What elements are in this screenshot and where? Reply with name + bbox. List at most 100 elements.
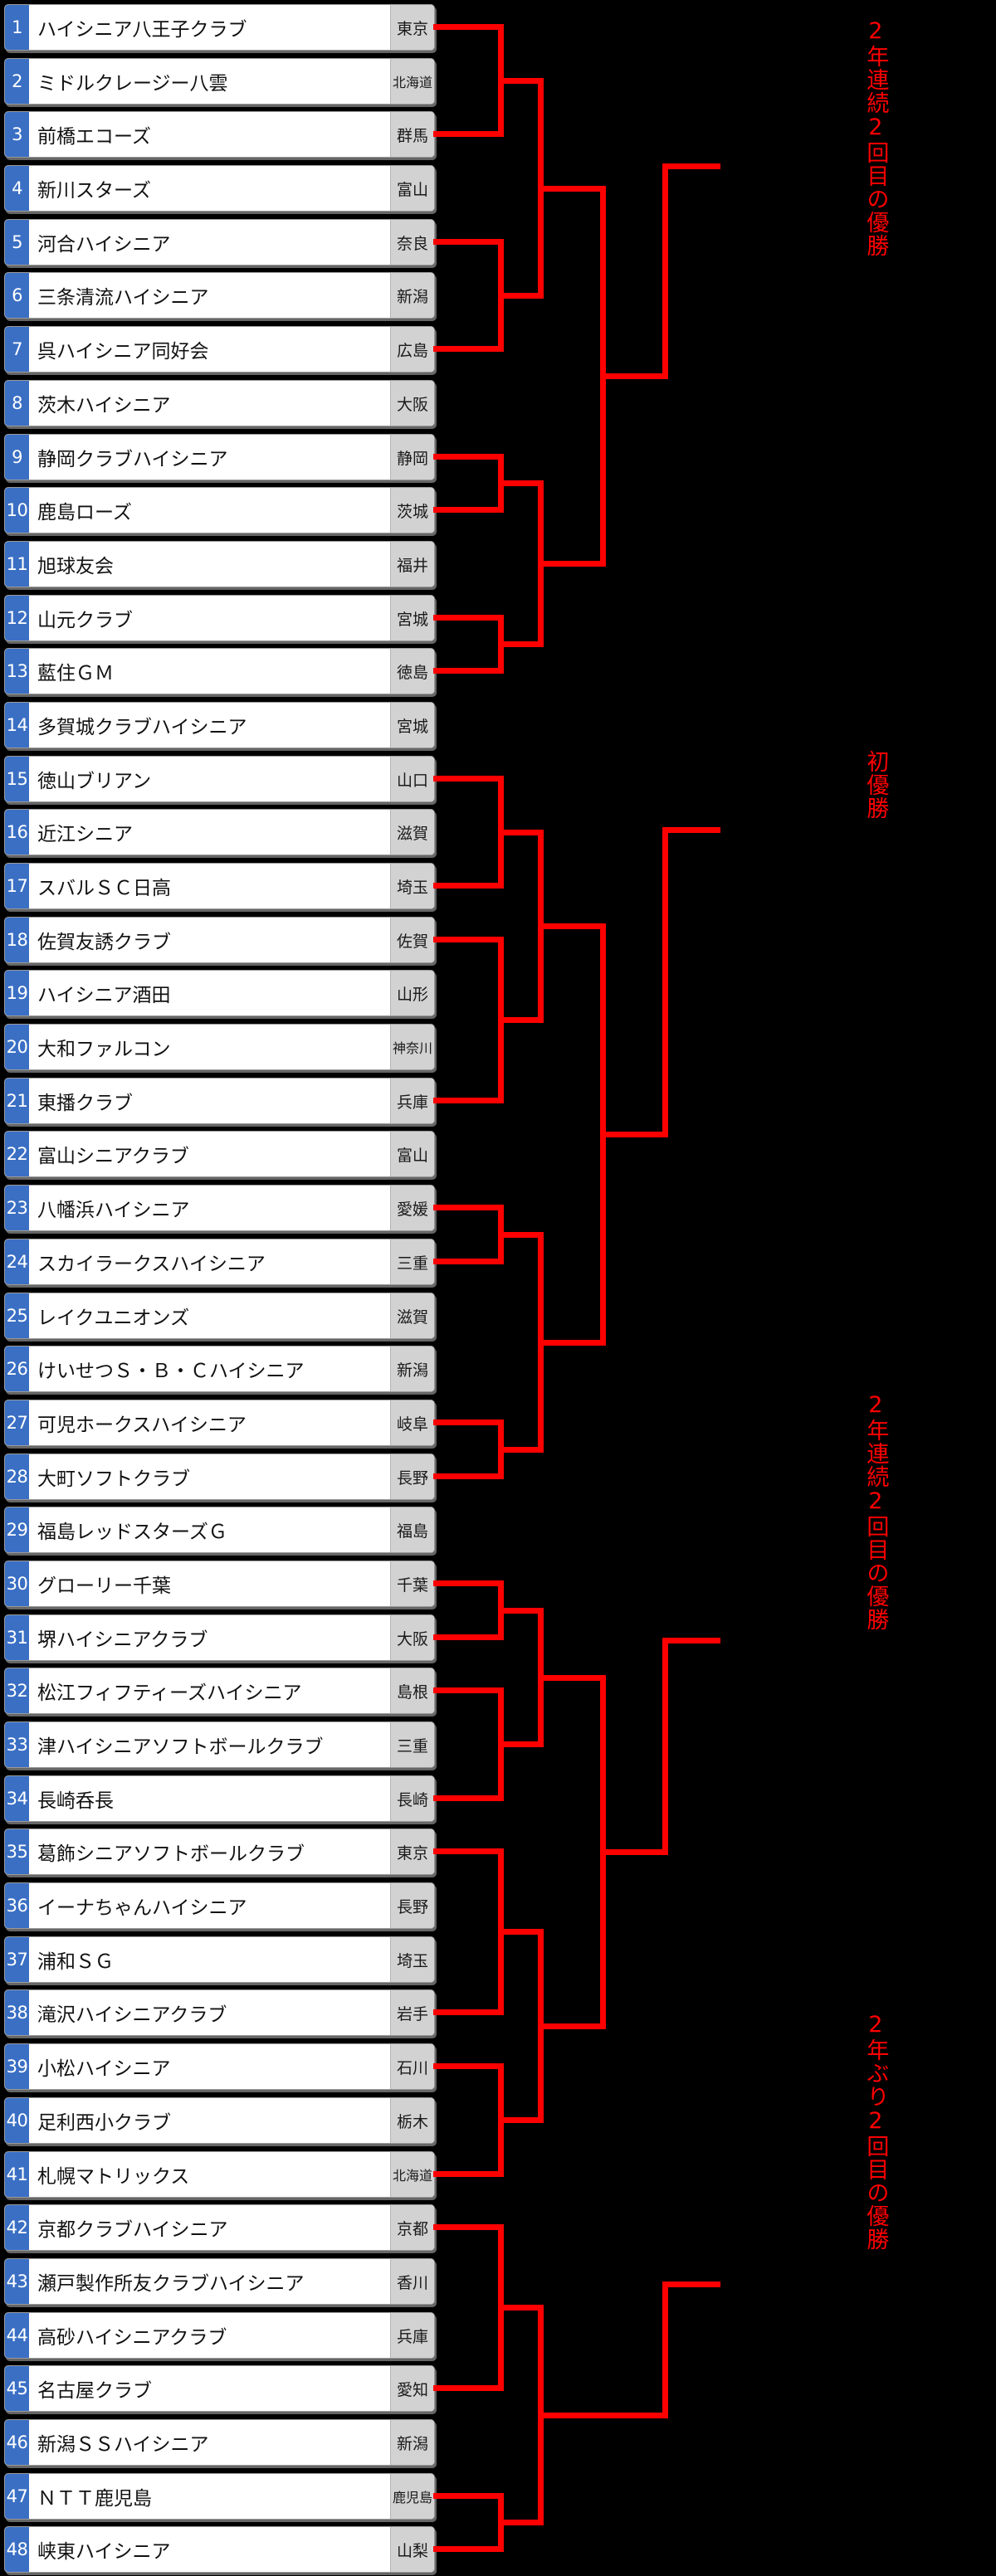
table-row[interactable]: 14 多賀城クラブハイシニア 宮城 bbox=[4, 702, 436, 749]
team-card[interactable]: 41 札幌マトリックス 北海道 bbox=[4, 2151, 435, 2198]
team-card[interactable]: 24 スカイラークスハイシニア 三重 bbox=[4, 1239, 435, 1285]
table-row[interactable]: 15 徳山ブリアン 山口 bbox=[4, 756, 436, 803]
table-row[interactable]: 46 新潟ＳＳハイシニア 新潟 bbox=[4, 2419, 436, 2466]
team-card[interactable]: 6 三条清流ハイシニア 新潟 bbox=[4, 272, 435, 319]
table-row[interactable]: 5 河合ハイシニア 奈良 bbox=[4, 219, 436, 266]
team-card[interactable]: 4 新川スターズ 富山 bbox=[4, 165, 435, 212]
table-row[interactable]: 16 近江シニア 滋賀 bbox=[4, 809, 436, 856]
team-card[interactable]: 1 ハイシニア八王子クラブ 東京 bbox=[4, 4, 435, 51]
table-row[interactable]: 22 富山シニアクラブ 富山 bbox=[4, 1131, 436, 1178]
team-card[interactable]: 20 大和ファルコン 神奈川 bbox=[4, 1024, 435, 1070]
team-card[interactable]: 48 峡東ハイシニア 山梨 bbox=[4, 2526, 435, 2573]
team-card[interactable]: 19 ハイシニア酒田 山形 bbox=[4, 970, 435, 1016]
team-card[interactable]: 45 名古屋クラブ 愛知 bbox=[4, 2365, 435, 2412]
table-row[interactable]: 26 けいせつＳ・Ｂ・Ｃハイシニア 新潟 bbox=[4, 1346, 436, 1393]
table-row[interactable]: 8 茨木ハイシニア 大阪 bbox=[4, 380, 436, 427]
team-card[interactable]: 38 滝沢ハイシニアクラブ 岩手 bbox=[4, 1989, 435, 2036]
table-row[interactable]: 28 大町ソフトクラブ 長野 bbox=[4, 1454, 436, 1501]
team-card[interactable]: 10 鹿島ローズ 茨城 bbox=[4, 487, 435, 533]
team-card[interactable]: 11 旭球友会 福井 bbox=[4, 541, 435, 587]
table-row[interactable]: 29 福島レッドスターズＧ 福島 bbox=[4, 1507, 436, 1554]
team-card[interactable]: 15 徳山ブリアン 山口 bbox=[4, 756, 435, 802]
table-row[interactable]: 11 旭球友会 福井 bbox=[4, 541, 436, 588]
team-card[interactable]: 32 松江フィフティーズハイシニア 島根 bbox=[4, 1668, 435, 1714]
table-row[interactable]: 38 滝沢ハイシニアクラブ 岩手 bbox=[4, 1989, 436, 2037]
prefecture-label: 富山 bbox=[390, 1132, 434, 1176]
team-card[interactable]: 2 ミドルクレージー八雲 北海道 bbox=[4, 58, 435, 105]
table-row[interactable]: 40 足利西小クラブ 栃木 bbox=[4, 2097, 436, 2145]
table-row[interactable]: 41 札幌マトリックス 北海道 bbox=[4, 2151, 436, 2199]
table-row[interactable]: 3 前橋エコーズ 群馬 bbox=[4, 111, 436, 158]
team-card[interactable]: 37 浦和ＳＧ 埼玉 bbox=[4, 1936, 435, 1983]
prefecture-label: 徳島 bbox=[390, 649, 434, 694]
team-card[interactable]: 34 長崎呑長 長崎 bbox=[4, 1775, 435, 1822]
table-row[interactable]: 19 ハイシニア酒田 山形 bbox=[4, 970, 436, 1017]
table-row[interactable]: 24 スカイラークスハイシニア 三重 bbox=[4, 1239, 436, 1286]
table-row[interactable]: 42 京都クラブハイシニア 京都 bbox=[4, 2204, 436, 2252]
table-row[interactable]: 23 八幡浜ハイシニア 愛媛 bbox=[4, 1185, 436, 1232]
table-row[interactable]: 35 葛飾シニアソフトボールクラブ 東京 bbox=[4, 1829, 436, 1876]
team-card[interactable]: 17 スバルＳＣ日高 埼玉 bbox=[4, 863, 435, 909]
table-row[interactable]: 7 呉ハイシニア同好会 広島 bbox=[4, 326, 436, 373]
table-row[interactable]: 34 長崎呑長 長崎 bbox=[4, 1775, 436, 1823]
table-row[interactable]: 21 東播クラブ 兵庫 bbox=[4, 1078, 436, 1125]
table-row[interactable]: 1 ハイシニア八王子クラブ 東京 bbox=[4, 4, 436, 51]
team-card[interactable]: 29 福島レッドスターズＧ 福島 bbox=[4, 1507, 435, 1553]
table-row[interactable]: 2 ミドルクレージー八雲 北海道 bbox=[4, 58, 436, 105]
team-card[interactable]: 23 八幡浜ハイシニア 愛媛 bbox=[4, 1185, 435, 1231]
team-card[interactable]: 12 山元クラブ 宮城 bbox=[4, 595, 435, 641]
team-card[interactable]: 13 藍住ＧＭ 徳島 bbox=[4, 648, 435, 694]
table-row[interactable]: 32 松江フィフティーズハイシニア 島根 bbox=[4, 1668, 436, 1715]
table-row[interactable]: 18 佐賀友誘クラブ 佐賀 bbox=[4, 917, 436, 964]
bracket-connector-horizontal bbox=[433, 2171, 504, 2177]
team-card[interactable]: 8 茨木ハイシニア 大阪 bbox=[4, 380, 435, 426]
team-card[interactable]: 22 富山シニアクラブ 富山 bbox=[4, 1131, 435, 1177]
table-row[interactable]: 17 スバルＳＣ日高 埼玉 bbox=[4, 863, 436, 910]
team-card[interactable]: 5 河合ハイシニア 奈良 bbox=[4, 219, 435, 265]
table-row[interactable]: 10 鹿島ローズ 茨城 bbox=[4, 487, 436, 534]
table-row[interactable]: 6 三条清流ハイシニア 新潟 bbox=[4, 272, 436, 319]
table-row[interactable]: 36 イーナちゃんハイシニア 長野 bbox=[4, 1882, 436, 1930]
team-name: 河合ハイシニア bbox=[37, 234, 171, 256]
team-card[interactable]: 16 近江シニア 滋賀 bbox=[4, 809, 435, 855]
table-row[interactable]: 43 瀬戸製作所友クラブハイシニア 香川 bbox=[4, 2258, 436, 2306]
team-card[interactable]: 21 東播クラブ 兵庫 bbox=[4, 1078, 435, 1124]
team-card[interactable]: 46 新潟ＳＳハイシニア 新潟 bbox=[4, 2419, 435, 2466]
team-card[interactable]: 14 多賀城クラブハイシニア 宮城 bbox=[4, 702, 435, 748]
team-card[interactable]: 9 静岡クラブハイシニア 静岡 bbox=[4, 434, 435, 480]
team-card[interactable]: 31 堺ハイシニアクラブ 大阪 bbox=[4, 1614, 435, 1661]
team-card[interactable]: 33 津ハイシニアソフトボールクラブ 三重 bbox=[4, 1721, 435, 1768]
table-row[interactable]: 4 新川スターズ 富山 bbox=[4, 165, 436, 212]
table-row[interactable]: 20 大和ファルコン 神奈川 bbox=[4, 1024, 436, 1071]
team-card[interactable]: 36 イーナちゃんハイシニア 長野 bbox=[4, 1882, 435, 1929]
team-card[interactable]: 27 可児ホークスハイシニア 岐阜 bbox=[4, 1400, 435, 1446]
team-card[interactable]: 30 グローリー千葉 千葉 bbox=[4, 1561, 435, 1607]
team-card[interactable]: 44 高砂ハイシニアクラブ 兵庫 bbox=[4, 2312, 435, 2359]
table-row[interactable]: 9 静岡クラブハイシニア 静岡 bbox=[4, 434, 436, 481]
table-row[interactable]: 47 ＮＴＴ鹿児島 鹿児島 bbox=[4, 2473, 436, 2520]
table-row[interactable]: 45 名古屋クラブ 愛知 bbox=[4, 2365, 436, 2413]
table-row[interactable]: 31 堺ハイシニアクラブ 大阪 bbox=[4, 1614, 436, 1662]
team-card[interactable]: 43 瀬戸製作所友クラブハイシニア 香川 bbox=[4, 2258, 435, 2305]
team-card[interactable]: 35 葛飾シニアソフトボールクラブ 東京 bbox=[4, 1829, 435, 1875]
table-row[interactable]: 25 レイクユニオンズ 滋賀 bbox=[4, 1293, 436, 1340]
table-row[interactable]: 33 津ハイシニアソフトボールクラブ 三重 bbox=[4, 1721, 436, 1769]
table-row[interactable]: 44 高砂ハイシニアクラブ 兵庫 bbox=[4, 2312, 436, 2359]
team-card[interactable]: 47 ＮＴＴ鹿児島 鹿児島 bbox=[4, 2473, 435, 2520]
table-row[interactable]: 37 浦和ＳＧ 埼玉 bbox=[4, 1936, 436, 1984]
team-card[interactable]: 42 京都クラブハイシニア 京都 bbox=[4, 2204, 435, 2251]
table-row[interactable]: 48 峡東ハイシニア 山梨 bbox=[4, 2526, 436, 2574]
team-card[interactable]: 18 佐賀友誘クラブ 佐賀 bbox=[4, 917, 435, 963]
team-card[interactable]: 39 小松ハイシニア 石川 bbox=[4, 2043, 435, 2090]
table-row[interactable]: 27 可児ホークスハイシニア 岐阜 bbox=[4, 1400, 436, 1447]
team-card[interactable]: 26 けいせつＳ・Ｂ・Ｃハイシニア 新潟 bbox=[4, 1346, 435, 1392]
table-row[interactable]: 39 小松ハイシニア 石川 bbox=[4, 2043, 436, 2091]
team-card[interactable]: 3 前橋エコーズ 群馬 bbox=[4, 111, 435, 158]
table-row[interactable]: 12 山元クラブ 宮城 bbox=[4, 595, 436, 642]
team-card[interactable]: 25 レイクユニオンズ 滋賀 bbox=[4, 1293, 435, 1339]
team-card[interactable]: 40 足利西小クラブ 栃木 bbox=[4, 2097, 435, 2144]
table-row[interactable]: 13 藍住ＧＭ 徳島 bbox=[4, 648, 436, 695]
team-card[interactable]: 7 呉ハイシニア同好会 広島 bbox=[4, 326, 435, 373]
table-row[interactable]: 30 グローリー千葉 千葉 bbox=[4, 1561, 436, 1608]
team-card[interactable]: 28 大町ソフトクラブ 長野 bbox=[4, 1454, 435, 1500]
